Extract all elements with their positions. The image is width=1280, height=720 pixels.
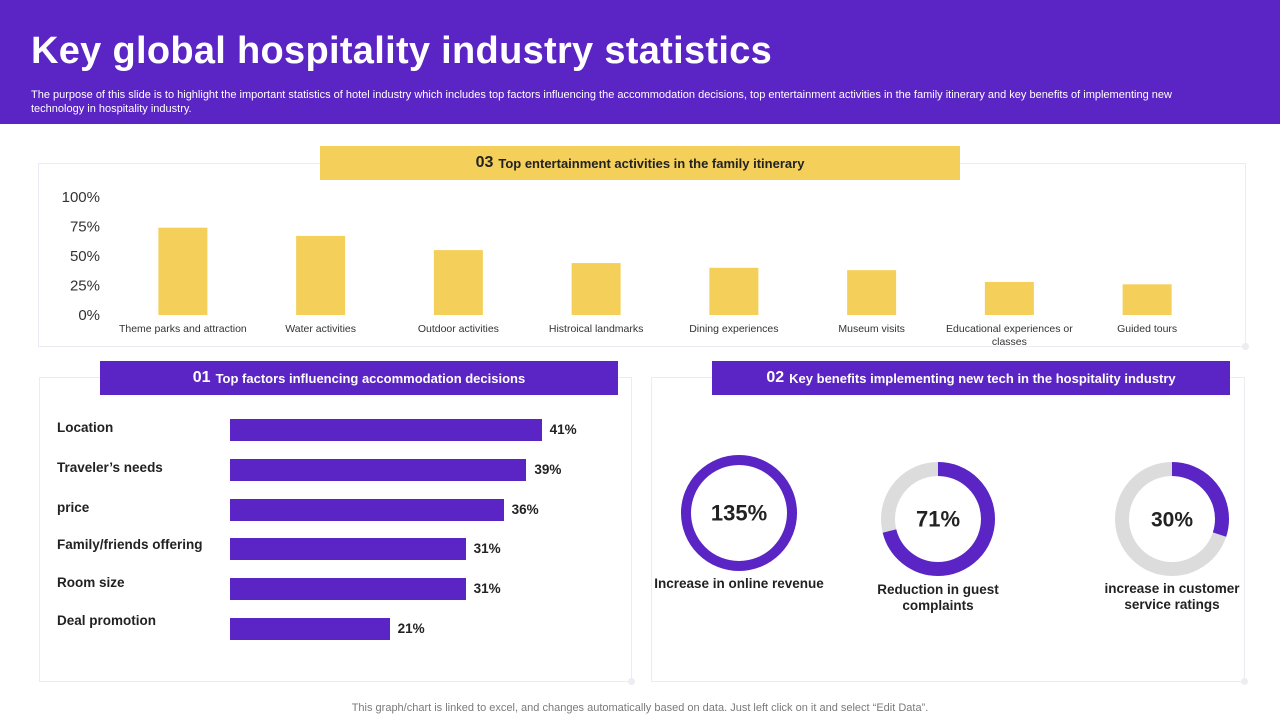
benefits-section-banner: 02 Key benefits implementing new tech in… xyxy=(712,361,1230,395)
section-number: 03 xyxy=(475,154,494,171)
x-tick-label: Museum visits xyxy=(838,323,905,335)
x-tick-label: Guided tours xyxy=(1117,323,1177,335)
donut-value-label: 30% xyxy=(1151,508,1193,531)
donut-caption: Reduction in guest complaints xyxy=(877,582,999,613)
factor-bar xyxy=(230,578,466,601)
donut-caption: increase in customer service ratings xyxy=(1104,581,1240,612)
factor-bar xyxy=(230,419,542,441)
factor-value-label: 41% xyxy=(549,422,577,437)
y-tick-label: 25% xyxy=(70,278,100,295)
header-band: Key global hospitality industry statisti… xyxy=(0,0,1280,124)
benefits-panel xyxy=(651,377,1248,685)
column-bar xyxy=(984,281,1034,315)
y-tick-label: 75% xyxy=(70,219,100,236)
x-tick-label: Theme parks and attraction xyxy=(119,323,247,335)
y-tick-label: 50% xyxy=(70,248,100,265)
factors-section-banner: 01 Top factors influencing accommodation… xyxy=(100,361,618,395)
y-tick-label: 0% xyxy=(78,307,100,324)
section-title: Top factors influencing accommodation de… xyxy=(215,370,526,386)
factor-label: Deal promotion xyxy=(57,613,157,628)
factor-value-label: 39% xyxy=(534,461,562,477)
donut-arc xyxy=(681,455,797,571)
page-title: Key global hospitality industry statisti… xyxy=(31,30,773,72)
factor-value-label: 21% xyxy=(397,621,425,636)
factor-bar xyxy=(230,618,390,640)
factor-label: Room size xyxy=(57,575,125,591)
column-bar xyxy=(296,235,346,315)
corner-dot xyxy=(1241,678,1248,685)
column-bar xyxy=(158,227,208,315)
factor-value-label: 36% xyxy=(511,501,539,517)
donut-value-label: 71% xyxy=(916,507,960,532)
factor-label: price xyxy=(57,499,90,515)
factor-value-label: 31% xyxy=(473,541,501,557)
donut-arc xyxy=(881,462,995,576)
x-tick-label: Water activities xyxy=(285,323,356,335)
column-bar xyxy=(847,270,897,315)
factor-label: Family/friends offering xyxy=(57,537,203,553)
factor-bar xyxy=(230,498,504,521)
entertainment-section-banner: 03 Top entertainment activities in the f… xyxy=(320,146,960,180)
column-bar xyxy=(433,250,483,315)
x-tick-label: Dining experiences xyxy=(689,323,778,335)
section-title: Top entertainment activities in the fami… xyxy=(498,155,805,171)
page-subtitle: The purpose of this slide is to highligh… xyxy=(31,89,1172,115)
donut-caption: Increase in online revenue xyxy=(654,576,824,591)
factor-bar xyxy=(230,538,466,561)
corner-dot xyxy=(628,678,635,685)
section-title: Key benefits implementing new tech in th… xyxy=(789,370,1176,386)
corner-dot xyxy=(1242,343,1249,350)
factor-label: Location xyxy=(57,420,114,435)
column-bar xyxy=(571,263,621,315)
section-number: 02 xyxy=(766,369,785,386)
column-bar xyxy=(709,267,759,315)
x-tick-label: Histroical landmarks xyxy=(549,323,644,335)
y-tick-label: 100% xyxy=(62,189,100,206)
x-tick-label: Outdoor activities xyxy=(418,323,499,335)
factor-bar xyxy=(230,458,527,481)
factor-value-label: 31% xyxy=(473,581,501,597)
column-bar xyxy=(1122,284,1172,315)
x-tick-label: Educational experiences or classes xyxy=(946,323,1073,348)
section-number: 01 xyxy=(192,369,211,386)
footer-note: This graph/chart is linked to excel, and… xyxy=(351,702,929,714)
factor-label: Traveler’s needs xyxy=(57,459,163,475)
donut-arc xyxy=(1115,462,1229,576)
donut-value-label: 135% xyxy=(711,501,767,526)
